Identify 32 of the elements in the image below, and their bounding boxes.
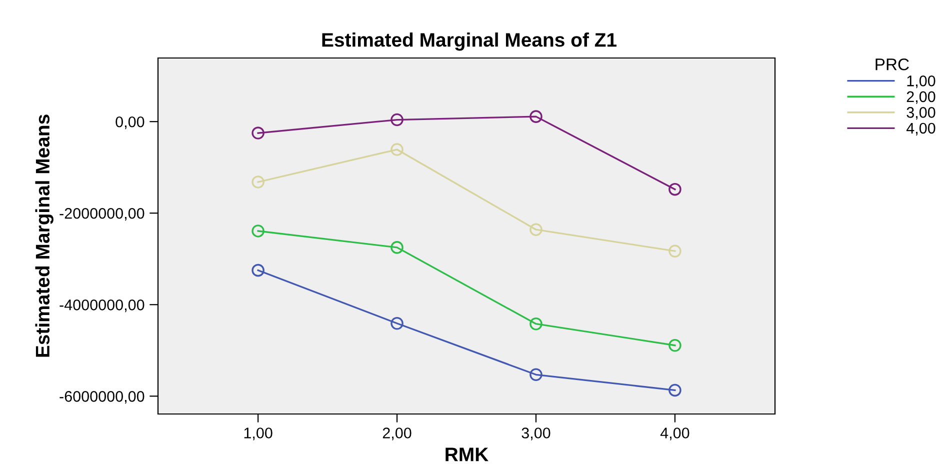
point — [530, 110, 542, 123]
point — [252, 176, 264, 188]
y-tick-label: -2000000,00 — [60, 208, 144, 221]
y-tick-label: -4000000,00 — [60, 300, 144, 312]
point — [390, 317, 404, 330]
x-tick-label: 2,00 — [382, 428, 412, 440]
point — [252, 224, 264, 238]
x-tick-label: 1,00 — [244, 428, 272, 440]
x-axis-title: RMK — [446, 448, 488, 462]
x-tick-label: 3,00 — [522, 428, 550, 440]
y-tick-label: 0,00 — [116, 116, 144, 130]
point — [390, 113, 404, 126]
legend-label: 1,00 — [907, 76, 936, 88]
point — [530, 317, 542, 330]
point — [252, 264, 264, 277]
point — [390, 241, 404, 254]
point — [668, 244, 682, 258]
point — [390, 143, 404, 156]
legend-label: 3,00 — [906, 107, 936, 120]
legend-title: PRC — [876, 58, 909, 70]
point — [668, 384, 682, 397]
legend-label: 4,00 — [906, 122, 936, 136]
legend-label: 2,00 — [906, 91, 936, 104]
point — [668, 338, 682, 352]
chart-title: Estimated Marginal Means of Z1 — [322, 32, 616, 51]
point — [668, 182, 682, 196]
point — [530, 223, 542, 236]
y-axis-title: Estimated Marginal Means — [35, 114, 54, 357]
point — [252, 126, 264, 140]
x-tick-label: 4,00 — [660, 428, 690, 440]
y-tick-label: -6000000,00 — [60, 391, 144, 404]
point — [530, 368, 542, 382]
